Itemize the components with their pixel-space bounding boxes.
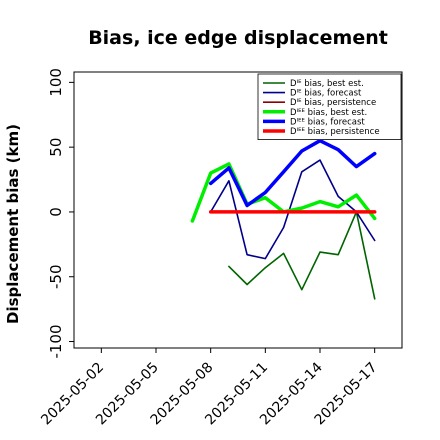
legend-label-1: Dᴵᴱ bias, best est. [290,79,364,89]
series-line-5 [208,138,377,208]
legend-label-4: Dᴵᴱᴱ bias, best est. [290,108,367,118]
legend-box [257,73,402,140]
y-tick-label: -100 [47,324,65,358]
y-tick-label: 0 [47,207,65,217]
chart-title: Bias, ice edge displacement [88,27,388,49]
legend-label-2: Dᴵᴱ bias, forecast [290,89,362,99]
y-tick-label: 100 [47,68,65,97]
series-line-1 [228,211,376,300]
legend-label-6: Dᴵᴱᴱ bias, persistence [290,127,380,137]
series-line-2 [209,159,376,260]
legend-label-5: Dᴵᴱᴱ bias, forecast [290,117,365,127]
legend-label-3: Dᴵᴱ bias, persistence [290,98,376,108]
series-lines [190,138,377,300]
y-tick-label: 50 [47,138,65,157]
y-tick-label: -50 [47,264,65,289]
legend: Dᴵᴱ bias, best est.Dᴵᴱ bias, forecastDᴵᴱ… [257,73,402,140]
plot-frame [73,71,403,349]
y-axis-label: Displacement bias (km) [4,124,22,324]
